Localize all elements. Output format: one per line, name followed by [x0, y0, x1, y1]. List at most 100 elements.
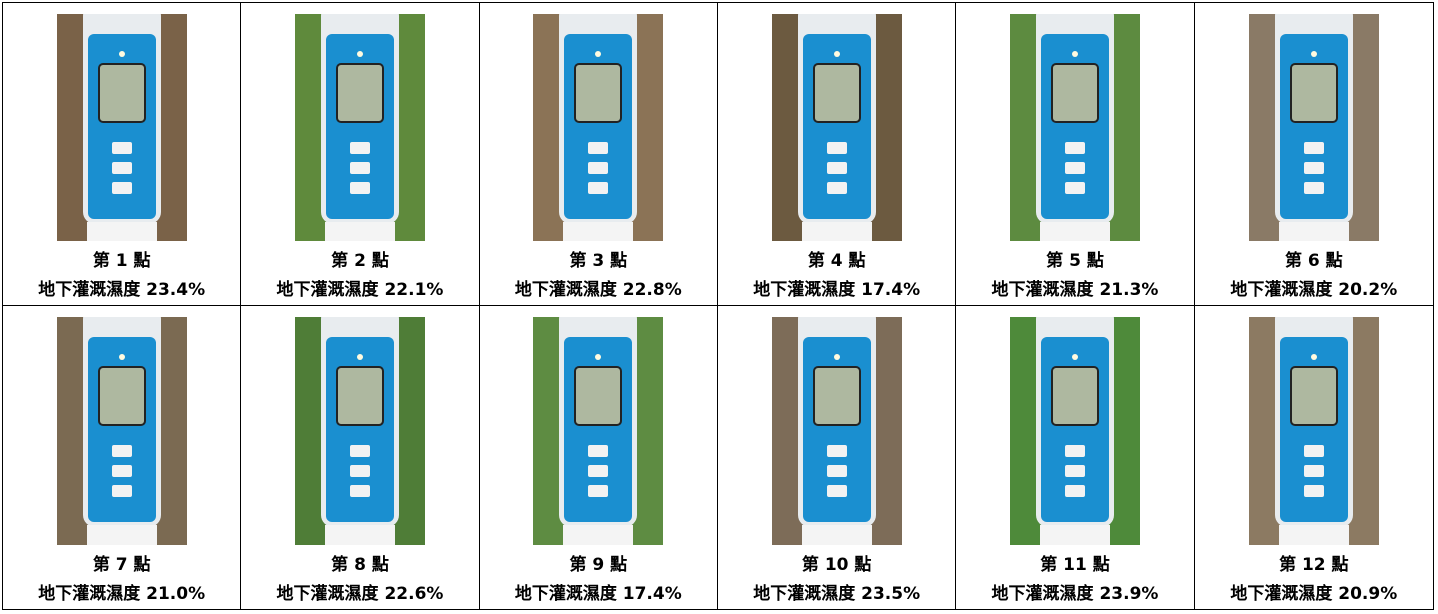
table-cell: 第 4 點地下灌溉濕度 17.4%	[717, 3, 957, 306]
meter-button	[1064, 445, 1085, 457]
meter-button	[1303, 485, 1324, 497]
meter-lcd	[335, 63, 384, 123]
meter-button	[588, 465, 609, 477]
meter-lcd	[1289, 63, 1338, 123]
cell-label: 第 10 點	[801, 555, 872, 575]
table-cell: 第 5 點地下灌溉濕度 21.3%	[956, 3, 1195, 306]
meter-led	[1071, 51, 1078, 57]
meter-photo	[771, 317, 902, 545]
cell-label: 第 9 點	[569, 555, 628, 575]
meter-led	[595, 51, 602, 57]
meter-led	[356, 51, 363, 57]
cell-caption: 地下灌溉濕度 22.6%	[276, 584, 444, 604]
cell-caption: 地下灌溉濕度 20.2%	[1230, 280, 1398, 300]
meter-button	[111, 142, 132, 154]
meter-lcd	[97, 63, 146, 123]
meter-led	[595, 354, 602, 360]
meter-cap	[801, 525, 872, 545]
table-cell: 第 2 點地下灌溉濕度 22.1%	[241, 3, 480, 306]
cell-caption: 地下灌溉濕度 17.4%	[514, 584, 682, 604]
meter-button	[349, 485, 370, 497]
meter-photo	[771, 14, 902, 241]
meter-button	[1064, 162, 1085, 174]
meter-photo	[533, 14, 664, 241]
meter-cap	[563, 525, 634, 545]
meter-button	[826, 162, 847, 174]
meter-button	[826, 182, 847, 194]
meter-led	[1310, 51, 1317, 57]
meter-led	[118, 51, 125, 57]
meter-button	[111, 485, 132, 497]
cell-caption: 地下灌溉濕度 17.4%	[753, 280, 921, 300]
meter-cap	[324, 525, 395, 545]
table-cell: 第 10 點地下灌溉濕度 23.5%	[718, 306, 957, 609]
cell-label: 第 11 點	[1040, 555, 1110, 575]
table-cell: 第 3 點地下灌溉濕度 22.8%	[479, 3, 718, 306]
meter-photo	[294, 14, 425, 241]
meter-lcd	[812, 366, 861, 426]
meter-button	[1303, 465, 1324, 477]
table-cell: 第 12 點地下灌溉濕度 20.9%	[1195, 306, 1433, 609]
meter-button	[588, 445, 609, 457]
cell-label: 第 8 點	[331, 555, 389, 575]
cell-label: 第 1 點	[92, 251, 151, 271]
meter-cap	[1039, 222, 1110, 241]
table-cell: 第 1 點地下灌溉濕度 23.4%	[3, 3, 242, 306]
meter-photo	[294, 317, 425, 545]
meter-cap	[86, 525, 157, 545]
meter-button	[349, 142, 370, 154]
meter-led	[1310, 354, 1317, 360]
meter-button	[349, 182, 370, 194]
meter-lcd	[1050, 63, 1099, 123]
cell-caption: 地下灌溉濕度 20.9%	[1230, 584, 1398, 604]
meter-button	[1064, 465, 1085, 477]
meter-lcd	[97, 366, 146, 426]
meter-photo	[56, 14, 187, 241]
meter-cap	[1278, 525, 1349, 545]
meter-button	[111, 182, 132, 194]
cell-caption: 地下灌溉濕度 21.3%	[991, 280, 1159, 300]
meter-lcd	[812, 63, 861, 123]
table-cell: 第 11 點地下灌溉濕度 23.9%	[956, 306, 1195, 609]
table-cell: 第 7 點地下灌溉濕度 21.0%	[3, 306, 242, 609]
meter-photo	[533, 317, 664, 545]
meter-button	[588, 142, 609, 154]
meter-button	[1303, 142, 1324, 154]
meter-button	[588, 162, 609, 174]
meter-cap	[324, 222, 395, 241]
cell-caption: 地下灌溉濕度 23.4%	[38, 280, 206, 300]
meter-cap	[86, 222, 157, 241]
meter-button	[349, 445, 370, 457]
cell-label: 第 12 點	[1279, 555, 1349, 575]
meter-button	[1064, 485, 1085, 497]
meter-button	[588, 485, 609, 497]
meter-button	[1303, 162, 1324, 174]
meter-lcd	[1050, 366, 1099, 426]
cell-caption: 地下灌溉濕度 23.5%	[753, 584, 921, 604]
meter-lcd	[335, 366, 384, 426]
meter-button	[1064, 142, 1085, 154]
table-cell: 第 9 點地下灌溉濕度 17.4%	[480, 306, 718, 609]
cell-label: 第 4 點	[807, 251, 866, 271]
meter-button	[826, 465, 847, 477]
cell-label: 第 3 點	[569, 251, 628, 271]
meter-led	[833, 354, 840, 360]
table-cell: 第 8 點地下灌溉濕度 22.6%	[241, 306, 480, 609]
meter-cap	[801, 222, 872, 241]
meter-lcd	[574, 63, 623, 123]
meter-photo	[1248, 317, 1379, 545]
meter-button	[1303, 445, 1324, 457]
meter-button	[1064, 182, 1085, 194]
meter-photo	[1248, 14, 1379, 241]
cell-caption: 地下灌溉濕度 22.8%	[514, 280, 682, 300]
meter-led	[118, 354, 125, 360]
meter-led	[356, 354, 363, 360]
meter-cap	[1278, 222, 1349, 241]
cell-caption: 地下灌溉濕度 22.1%	[276, 280, 444, 300]
cell-caption: 地下灌溉濕度 23.9%	[991, 584, 1159, 604]
cell-label: 第 5 點	[1046, 251, 1104, 271]
meter-button	[111, 465, 132, 477]
meter-lcd	[574, 366, 623, 426]
meter-button	[1303, 182, 1324, 194]
